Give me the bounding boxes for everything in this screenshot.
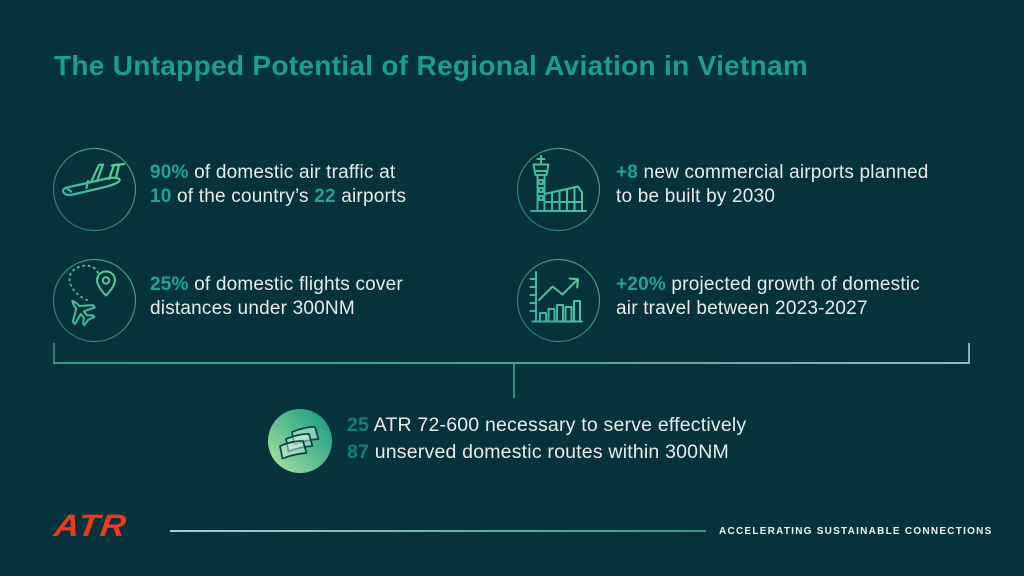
page-title: The Untapped Potential of Regional Aviat… xyxy=(54,50,809,81)
stat-item-distances: 25% of domestic flights cover distances … xyxy=(150,273,403,321)
airplane-icon xyxy=(52,147,137,232)
stat-text: to be built by 2030 xyxy=(616,186,776,207)
conclusion-text: ATR 72-600 necessary to serve effectivel… xyxy=(369,414,747,436)
stat-highlight: 22 xyxy=(314,186,336,207)
stat-line: to be built by 2030 xyxy=(616,185,929,209)
stat-line: 10 of the country’s 22 airports xyxy=(150,185,406,209)
stat-line: 25% of domestic flights cover xyxy=(150,273,403,297)
conclusion-line: 87 unserved domestic routes within 300NM xyxy=(347,439,746,466)
stat-highlight: +8 xyxy=(616,162,639,183)
stat-text: of domestic flights cover xyxy=(188,274,403,295)
connector-line-left xyxy=(53,343,55,363)
conclusion-number: 25 xyxy=(347,414,370,436)
connector-line-right xyxy=(968,343,970,363)
growth-chart-icon xyxy=(516,258,601,343)
stat-item-growth: +20% projected growth of domestic air tr… xyxy=(616,273,920,321)
stat-text: of domestic air traffic at xyxy=(188,162,396,183)
stat-item-traffic: 90% of domestic air traffic at 10 of the… xyxy=(150,161,406,209)
stat-line: +20% projected growth of domestic xyxy=(616,273,920,297)
footer-divider-line xyxy=(170,530,706,532)
stat-highlight: +20% xyxy=(616,274,666,295)
aircraft-fleet-icon xyxy=(268,409,332,473)
stat-text: new commercial airports planned xyxy=(638,162,929,183)
stat-text: distances under 300NM xyxy=(150,298,355,319)
stat-item-new-airports: +8 new commercial airports planned to be… xyxy=(616,161,929,209)
stat-line: air travel between 2023-2027 xyxy=(616,297,920,321)
stat-text: air travel between 2023-2027 xyxy=(616,298,868,319)
stat-text: projected growth of domestic xyxy=(665,274,920,295)
conclusion-text: unserved domestic routes within 300NM xyxy=(369,441,729,463)
stat-highlight: 90% xyxy=(150,162,189,183)
conclusion-statement: 25 ATR 72-600 necessary to serve effecti… xyxy=(347,412,746,466)
stat-line: distances under 300NM xyxy=(150,297,403,321)
stat-highlight: 10 xyxy=(150,186,172,207)
conclusion-line: 25 ATR 72-600 necessary to serve effecti… xyxy=(347,412,746,439)
stat-line: 90% of domestic air traffic at xyxy=(150,161,406,185)
route-pin-icon xyxy=(52,258,137,343)
connector-line-center-drop xyxy=(513,363,515,398)
stat-text: of the country’s xyxy=(171,186,315,207)
atr-logo: ATR xyxy=(52,508,130,543)
conclusion-number: 87 xyxy=(347,441,370,463)
airport-tower-icon xyxy=(516,147,601,232)
footer-tagline: ACCELERATING SUSTAINABLE CONNECTIONS xyxy=(719,526,993,537)
stat-highlight: 25% xyxy=(150,274,189,295)
connector-line-horizontal xyxy=(53,362,970,364)
stat-line: +8 new commercial airports planned xyxy=(616,161,929,185)
stat-text: airports xyxy=(335,186,407,207)
